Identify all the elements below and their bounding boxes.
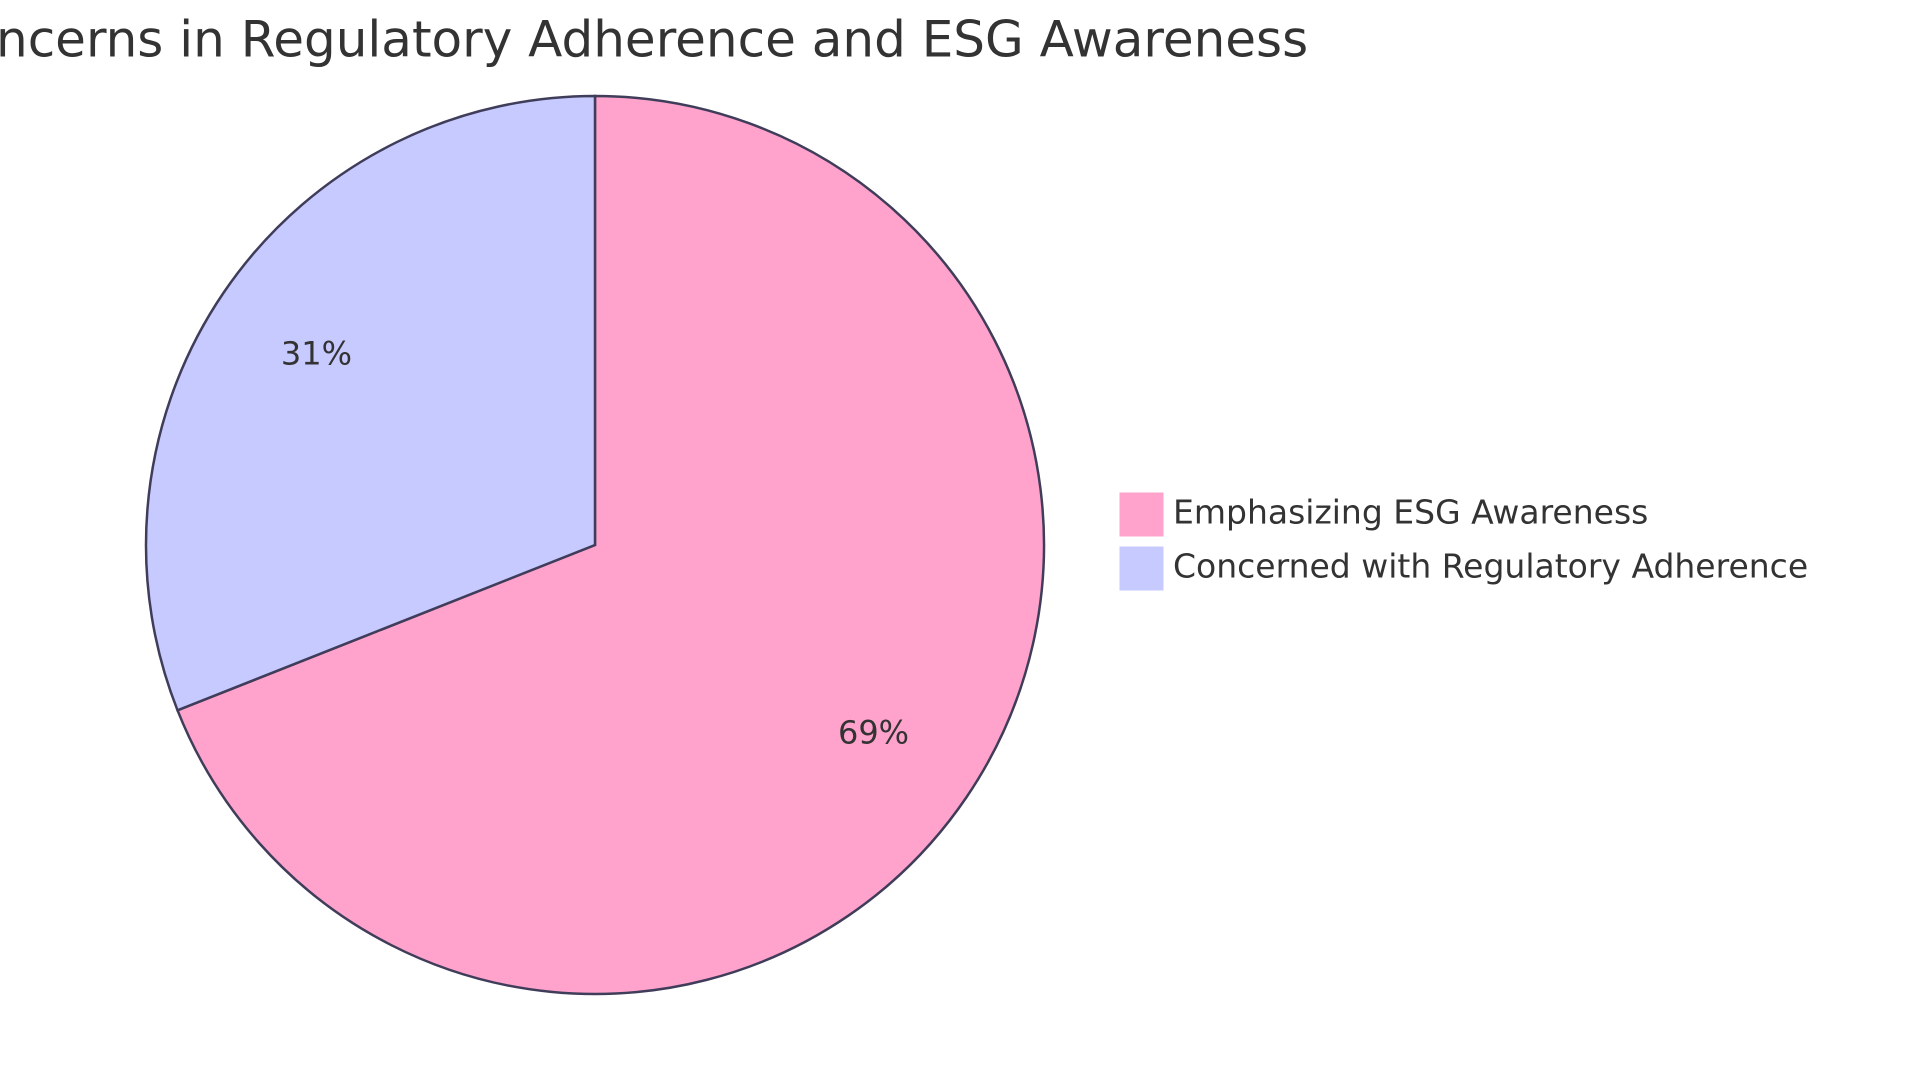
pie-slice [175, 94, 1046, 996]
pie-slice [144, 94, 597, 712]
slice-label: 69% [838, 713, 909, 751]
legend-swatch [1118, 491, 1165, 538]
chart-title: ncerns in Regulatory Adherence and ESG A… [0, 11, 1308, 69]
slice-label: 31% [281, 335, 352, 373]
legend-label: Emphasizing ESG Awareness [1173, 493, 1648, 532]
legend-swatch [1118, 545, 1165, 592]
legend-label: Concerned with Regulatory Adherence [1173, 547, 1808, 586]
